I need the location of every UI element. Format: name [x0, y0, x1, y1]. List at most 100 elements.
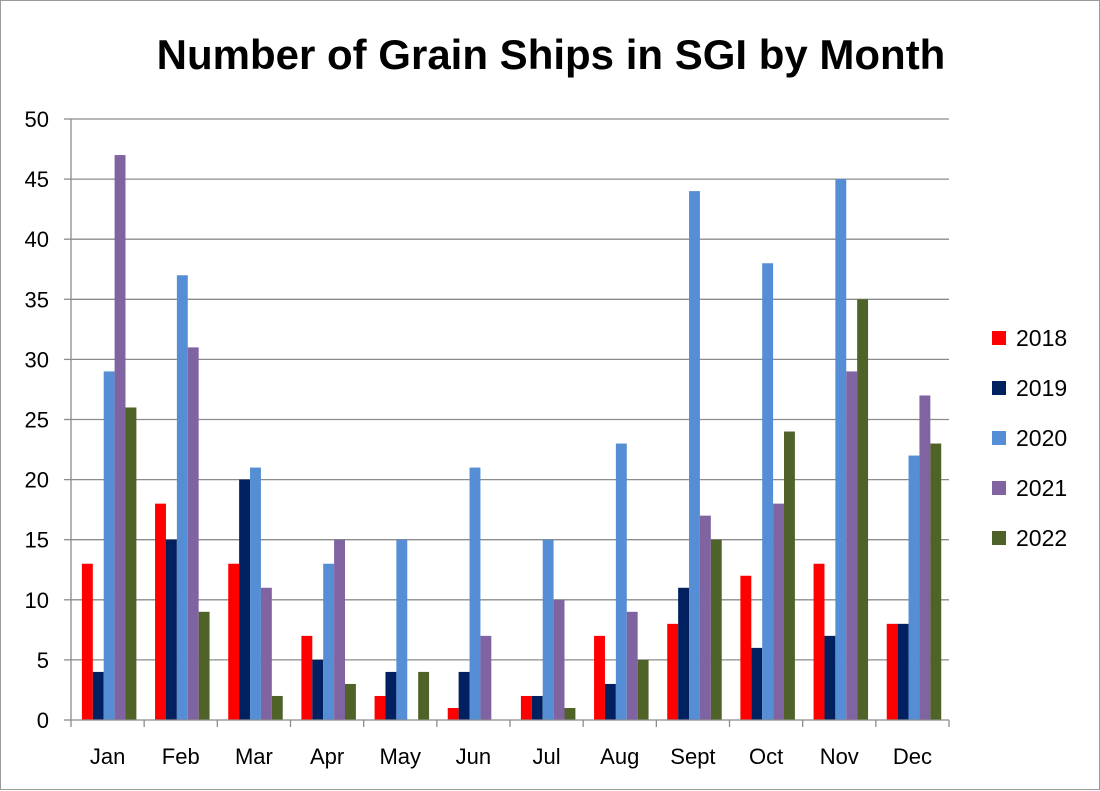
- bar-2020-aug: [615, 443, 627, 720]
- bar-2019-jan: [92, 671, 104, 720]
- bar-2018-may: [374, 695, 386, 720]
- bar-2022-sept: [710, 539, 722, 720]
- bar-2019-dec: [897, 623, 909, 720]
- bar-2019-feb: [165, 539, 177, 720]
- x-tick-label: Oct: [749, 744, 783, 769]
- bar-2020-may: [396, 539, 408, 720]
- bar-2018-nov: [813, 563, 825, 720]
- bar-2022-nov: [857, 299, 869, 720]
- legend-item-2020: 2020: [992, 425, 1067, 451]
- bar-2021-jun: [480, 635, 492, 720]
- legend-label: 2018: [1016, 325, 1067, 351]
- legend: 2018 2019 2020 2021 2022: [992, 325, 1067, 551]
- bar-2018-aug: [594, 635, 605, 720]
- bar-2019-aug: [604, 683, 616, 720]
- legend-swatch: [992, 431, 1006, 445]
- bar-2018-jul: [520, 695, 532, 720]
- bar-2022-aug: [637, 659, 649, 720]
- chart-title: Number of Grain Ships in SGI by Month: [157, 31, 946, 78]
- bar-2019-may: [385, 671, 397, 720]
- bar-2018-apr: [301, 635, 313, 720]
- bar-2018-mar: [228, 563, 240, 720]
- y-tick-label: 5: [37, 648, 49, 673]
- bar-2022-jul: [564, 707, 576, 720]
- x-tick-label: Jun: [456, 744, 491, 769]
- bar-2020-sept: [689, 191, 700, 720]
- legend-item-2022: 2022: [992, 525, 1067, 551]
- bar-2020-jan: [103, 371, 115, 720]
- legend-swatch: [992, 331, 1006, 345]
- x-axis-ticks: Jan Feb Mar Apr May Jun Jul Aug Sept Oct Nov Dec: [70, 720, 950, 769]
- x-tick-label: Apr: [310, 744, 344, 769]
- bar-2019-sept: [678, 587, 690, 720]
- legend-item-2018: 2018: [992, 325, 1067, 351]
- bar-2021-feb: [187, 347, 199, 720]
- bar-2021-mar: [260, 587, 272, 720]
- bar-2020-mar: [250, 467, 261, 720]
- bar-2020-apr: [323, 563, 335, 720]
- bar-2018-jan: [81, 563, 93, 720]
- x-tick-label: Nov: [820, 744, 859, 769]
- bar-2021-nov: [846, 371, 858, 720]
- y-tick-label: 45: [25, 167, 49, 192]
- bar-2020-oct: [762, 263, 774, 720]
- legend-swatch: [992, 531, 1006, 545]
- bar-2019-apr: [312, 659, 324, 720]
- x-tick-label: May: [379, 744, 421, 769]
- bar-2018-sept: [667, 623, 679, 720]
- bar-2020-feb: [176, 275, 188, 720]
- bar-2019-nov: [824, 635, 836, 720]
- y-tick-label: 50: [25, 107, 49, 132]
- bar-2020-nov: [835, 179, 847, 721]
- bar-2022-mar: [271, 695, 283, 720]
- bar-2021-jul: [553, 599, 565, 720]
- y-tick-label: 30: [25, 347, 49, 372]
- legend-label: 2021: [1016, 475, 1067, 501]
- legend-label: 2020: [1016, 425, 1067, 451]
- y-tick-label: 20: [25, 468, 49, 493]
- bar-2022-may: [418, 671, 430, 720]
- x-tick-label: Aug: [600, 744, 639, 769]
- bar-2018-feb: [155, 503, 166, 720]
- bar-2018-dec: [886, 623, 898, 720]
- gridlines: [71, 118, 949, 661]
- bar-2019-jun: [458, 671, 470, 720]
- bar-2021-aug: [626, 611, 638, 720]
- bar-2022-dec: [930, 443, 942, 720]
- x-tick-label: Feb: [162, 744, 200, 769]
- bar-2021-jan: [114, 155, 126, 720]
- bar-2020-jun: [469, 467, 481, 720]
- bar-2018-oct: [740, 575, 752, 720]
- bar-2022-jan: [125, 407, 137, 720]
- bar-2022-oct: [784, 431, 795, 720]
- legend-swatch: [992, 481, 1006, 495]
- legend-item-2019: 2019: [992, 375, 1067, 401]
- bar-2019-jul: [531, 695, 543, 720]
- bar-2022-apr: [345, 683, 356, 720]
- bar-2019-mar: [239, 479, 251, 720]
- bar-2021-sept: [699, 515, 711, 720]
- bar-2021-dec: [919, 395, 931, 720]
- y-tick-label: 10: [25, 588, 49, 613]
- legend-label: 2022: [1016, 525, 1067, 551]
- x-tick-label: Jul: [533, 744, 561, 769]
- legend-label: 2019: [1016, 375, 1067, 401]
- x-tick-label: Mar: [235, 744, 273, 769]
- bar-2019-oct: [751, 647, 763, 720]
- y-tick-label: 0: [37, 708, 49, 733]
- bar-2022-feb: [198, 611, 210, 720]
- bar-2021-oct: [773, 503, 784, 720]
- x-tick-label: Jan: [90, 744, 125, 769]
- legend-item-2021: 2021: [992, 475, 1067, 501]
- x-tick-label: Sept: [670, 744, 715, 769]
- y-tick-label: 15: [25, 528, 49, 553]
- y-tick-label: 40: [25, 227, 49, 252]
- x-tick-label: Dec: [893, 744, 932, 769]
- y-tick-label: 25: [25, 408, 49, 433]
- legend-swatch: [992, 381, 1006, 395]
- y-tick-label: 35: [25, 287, 49, 312]
- bars: [81, 155, 942, 721]
- y-axis-ticks: 0 5 10 15 20 25 30 35 40 45 50: [25, 107, 71, 733]
